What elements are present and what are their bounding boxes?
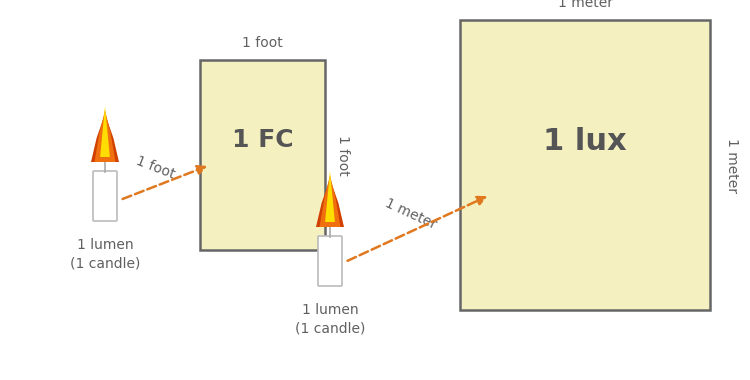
Text: 1 meter: 1 meter	[382, 196, 438, 232]
Bar	[200, 60, 325, 250]
Polygon shape	[320, 175, 340, 227]
Text: 1 meter: 1 meter	[725, 138, 739, 193]
Polygon shape	[100, 106, 110, 157]
Text: 1 foot: 1 foot	[134, 154, 177, 182]
Text: 1 lumen
(1 candle): 1 lumen (1 candle)	[295, 303, 365, 336]
Text: 1 FC: 1 FC	[232, 128, 293, 152]
Text: 1 lux: 1 lux	[543, 127, 627, 156]
Bar	[460, 20, 710, 310]
Text: 1 foot: 1 foot	[336, 135, 350, 176]
Text: 1 foot: 1 foot	[242, 36, 283, 50]
Text: 1 meter: 1 meter	[557, 0, 613, 10]
Polygon shape	[91, 114, 119, 162]
Polygon shape	[316, 179, 344, 227]
Text: 1 lumen
(1 candle): 1 lumen (1 candle)	[70, 238, 140, 271]
FancyBboxPatch shape	[318, 236, 342, 286]
Polygon shape	[325, 171, 335, 222]
Polygon shape	[94, 110, 116, 162]
FancyBboxPatch shape	[93, 171, 117, 221]
